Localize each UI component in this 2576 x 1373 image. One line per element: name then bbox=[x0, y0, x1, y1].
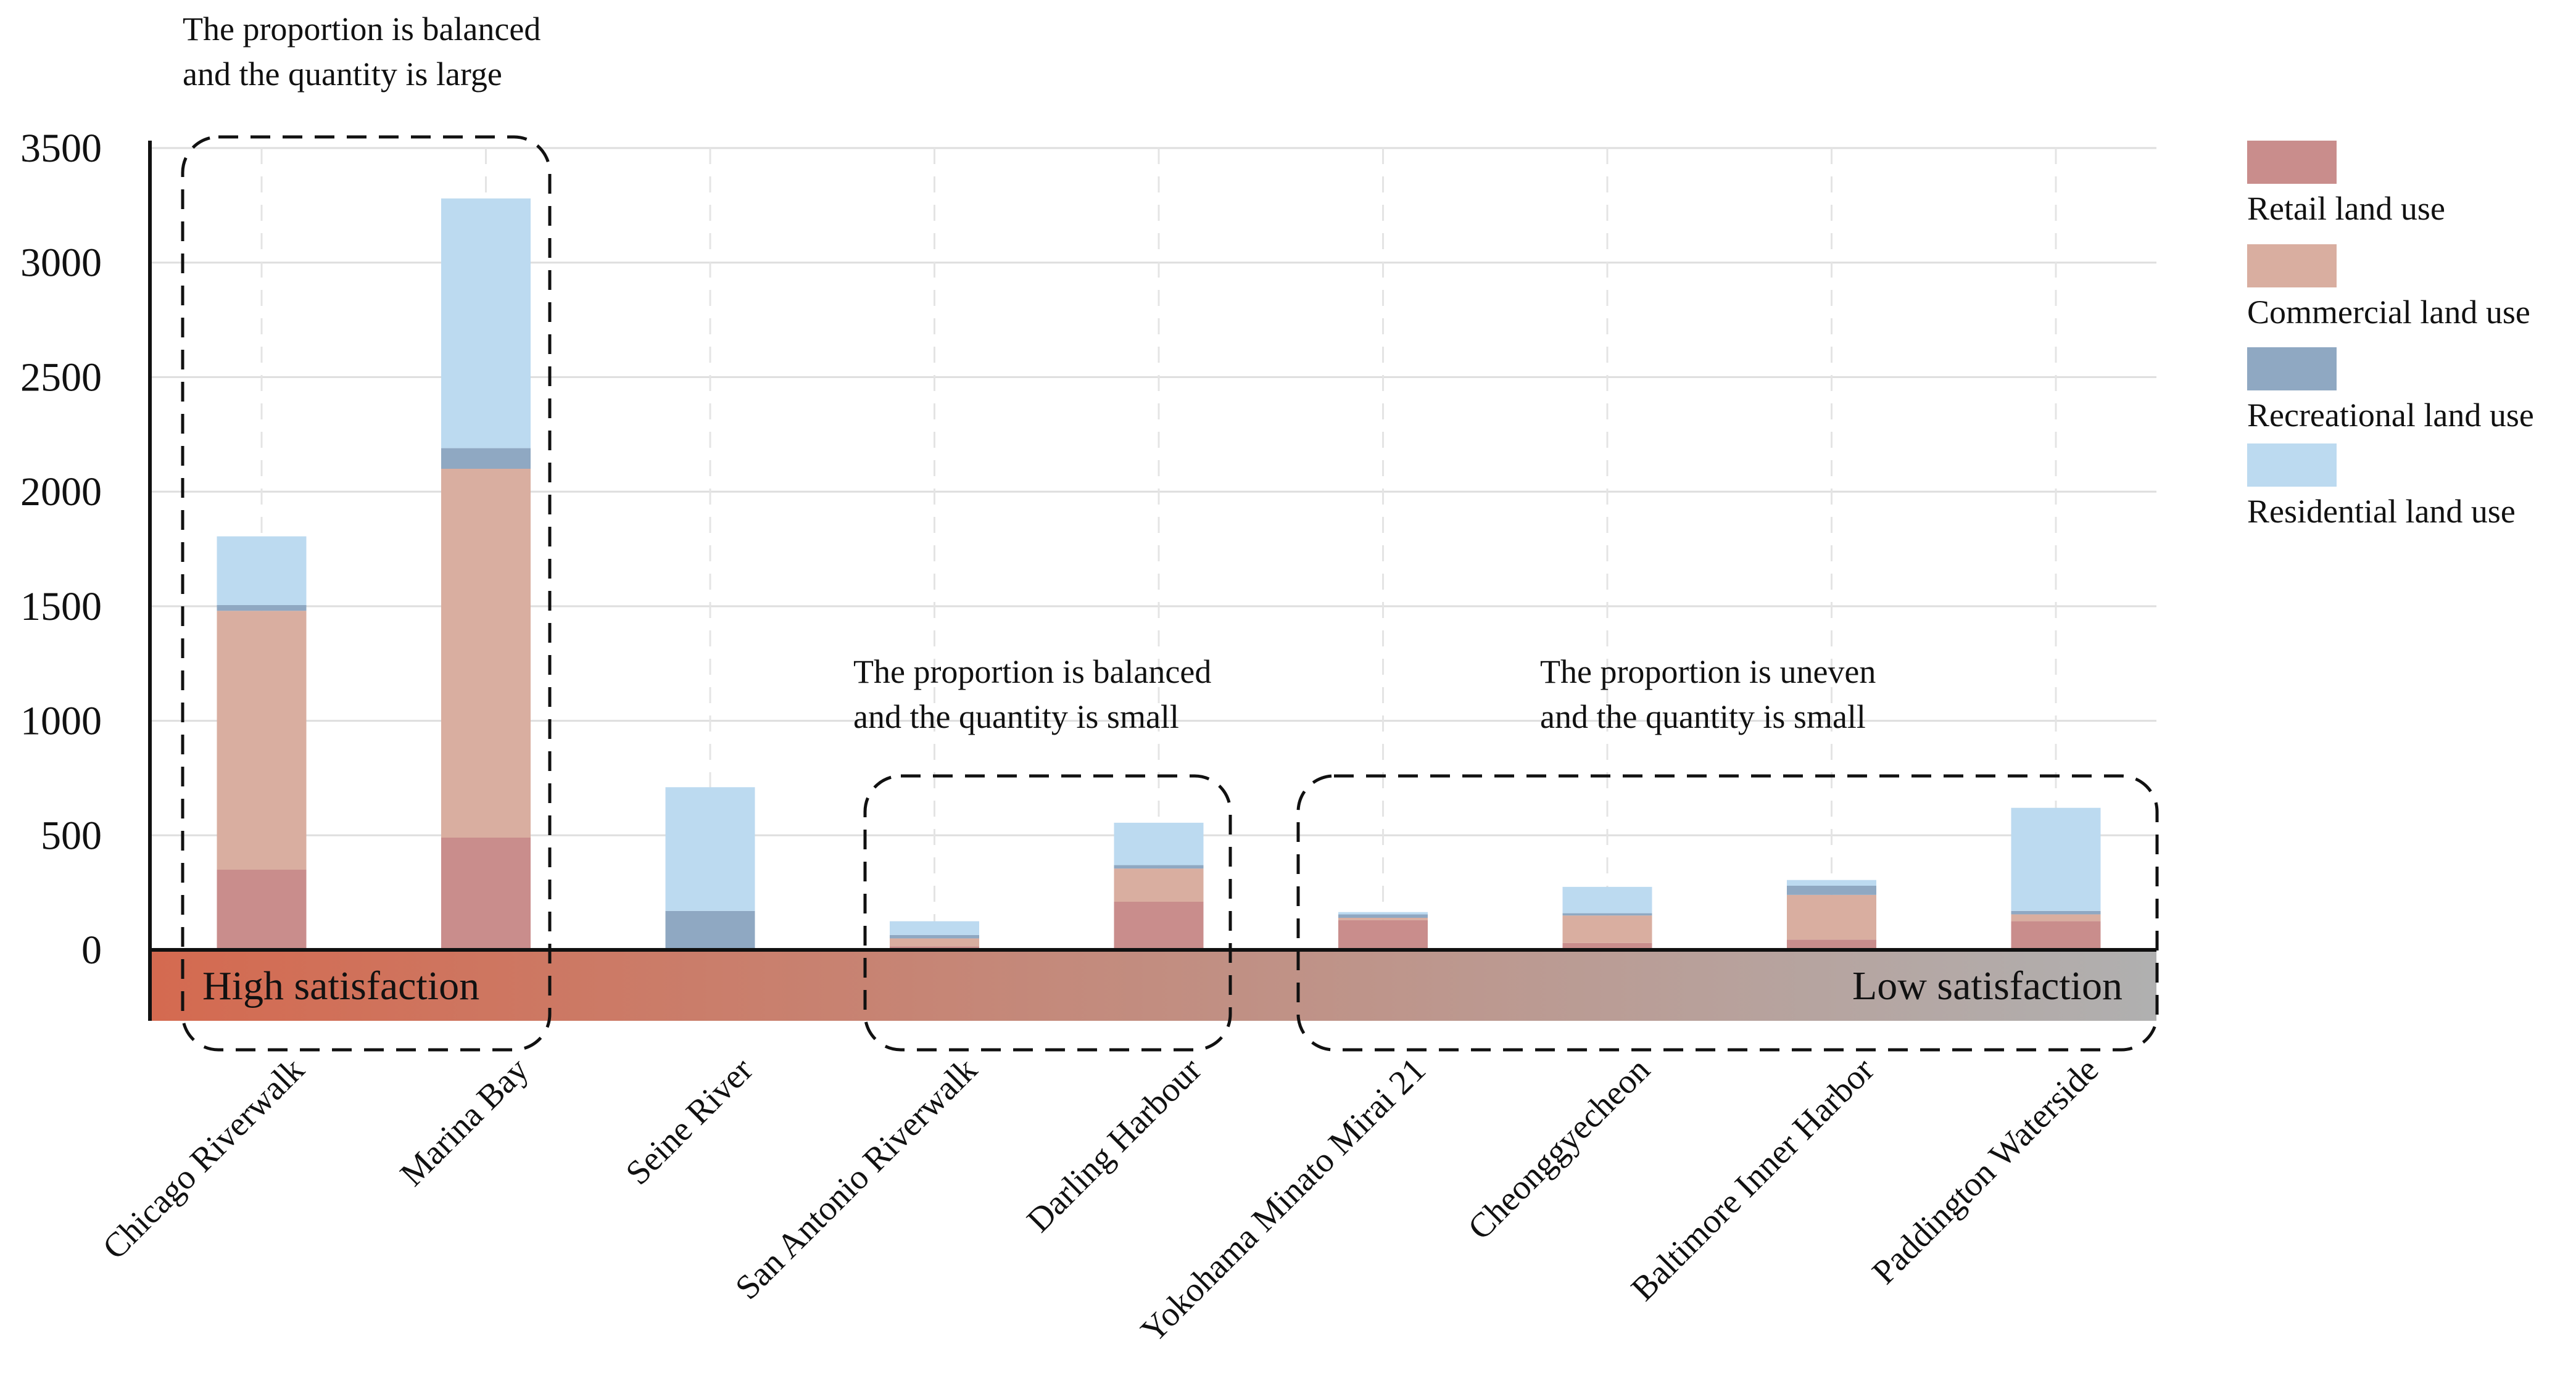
annotation-line2: and the quantity is small bbox=[1540, 698, 1866, 735]
bar-retail-land-use bbox=[1338, 920, 1428, 950]
annotation-box bbox=[181, 135, 552, 1052]
bar-recreational-land-use bbox=[1787, 886, 1876, 895]
bar-recreational-land-use bbox=[890, 934, 979, 939]
y-tick-label: 0 bbox=[81, 928, 102, 973]
bar-recreational-land-use bbox=[217, 605, 307, 611]
category-label: Cheonggyecheon bbox=[1460, 1050, 1657, 1247]
bar-commercial-land-use bbox=[890, 938, 979, 947]
legend: Retail land use Commercial land use Recrea… bbox=[2247, 141, 2534, 530]
bars-layer bbox=[217, 198, 2101, 950]
bar-residential-land-use bbox=[1787, 880, 1876, 886]
y-tick-label: 1500 bbox=[20, 584, 102, 629]
y-tick-label: 2500 bbox=[20, 355, 102, 400]
annotation-line2: and the quantity is small bbox=[853, 698, 1179, 735]
satisfaction-band bbox=[150, 950, 2156, 1021]
category-label: San Antonio Riverwalk bbox=[728, 1050, 985, 1307]
annotation-line1: The proportion is balanced bbox=[853, 653, 1211, 690]
legend-label: Residential land use bbox=[2247, 493, 2516, 530]
axes-layer: 0 500 1000 1500 2000 2500 3000 3500 Chicago Rive… bbox=[20, 126, 2156, 1350]
bar-recreational-land-use bbox=[2011, 910, 2101, 915]
legend-label: Retail land use bbox=[2247, 190, 2445, 227]
bar-recreational-land-use bbox=[441, 448, 531, 469]
bar-commercial-land-use bbox=[1114, 868, 1204, 902]
category-label: Marina Bay bbox=[393, 1050, 536, 1194]
bar-residential-land-use bbox=[890, 921, 979, 935]
legend-label: Commercial land use bbox=[2247, 294, 2530, 331]
bar-recreational-land-use bbox=[665, 910, 755, 950]
bar-commercial-land-use bbox=[217, 611, 307, 870]
bar-residential-land-use bbox=[1338, 912, 1428, 915]
y-tick-label: 1000 bbox=[20, 699, 102, 744]
bar-residential-land-use bbox=[665, 787, 755, 911]
legend-swatch bbox=[2247, 443, 2337, 487]
category-label: Darling Harbour bbox=[1020, 1050, 1209, 1240]
legend-label: Recreational land use bbox=[2247, 397, 2534, 434]
y-tick-label: 500 bbox=[41, 813, 102, 858]
category-label: Chicago Riverwalk bbox=[96, 1050, 312, 1267]
bar-commercial-land-use bbox=[441, 469, 531, 838]
category-label: Baltimore Inner Harbor bbox=[1624, 1050, 1882, 1308]
bar-residential-land-use bbox=[1114, 822, 1204, 865]
legend-swatch bbox=[2247, 244, 2337, 287]
annotation-box bbox=[1296, 774, 2159, 1052]
annotation-layer: The proportion is balanced and the quanti… bbox=[181, 10, 2159, 1052]
bar-recreational-land-use bbox=[1562, 913, 1652, 916]
legend-swatch bbox=[2247, 347, 2337, 390]
bar-commercial-land-use bbox=[2011, 914, 2101, 922]
bar-commercial-land-use bbox=[1787, 894, 1876, 940]
annotation-line1: The proportion is uneven bbox=[1540, 653, 1876, 690]
bar-residential-land-use bbox=[1562, 886, 1652, 913]
bar-residential-land-use bbox=[217, 536, 307, 605]
bar-retail-land-use bbox=[1787, 939, 1876, 950]
bar-commercial-land-use bbox=[1338, 918, 1428, 920]
annotation-line1: The proportion is balanced bbox=[183, 10, 540, 47]
category-label: Paddington Waterside bbox=[1865, 1050, 2106, 1292]
bar-residential-land-use bbox=[2011, 807, 2101, 911]
low-satisfaction-label: Low satisfaction bbox=[1852, 963, 2123, 1008]
annotation-box bbox=[863, 774, 1232, 1052]
bar-residential-land-use bbox=[441, 198, 531, 448]
bar-retail-land-use bbox=[217, 870, 307, 950]
bar-retail-land-use bbox=[441, 838, 531, 950]
bar-recreational-land-use bbox=[1338, 914, 1428, 918]
category-label: Seine River bbox=[619, 1050, 761, 1192]
y-tick-label: 3000 bbox=[20, 241, 102, 286]
bar-retail-land-use bbox=[2011, 921, 2101, 950]
bar-retail-land-use bbox=[1114, 902, 1204, 950]
bar-retail-land-use bbox=[1562, 942, 1652, 950]
y-tick-label: 3500 bbox=[20, 126, 102, 171]
high-satisfaction-label: High satisfaction bbox=[202, 963, 479, 1008]
bar-recreational-land-use bbox=[1114, 865, 1204, 869]
legend-swatch bbox=[2247, 141, 2337, 184]
y-tick-label: 2000 bbox=[20, 469, 102, 514]
bar-commercial-land-use bbox=[1562, 915, 1652, 943]
satisfaction-band-layer: High satisfaction Low satisfaction bbox=[150, 950, 2156, 1021]
annotation-line2: and the quantity is large bbox=[183, 56, 502, 93]
